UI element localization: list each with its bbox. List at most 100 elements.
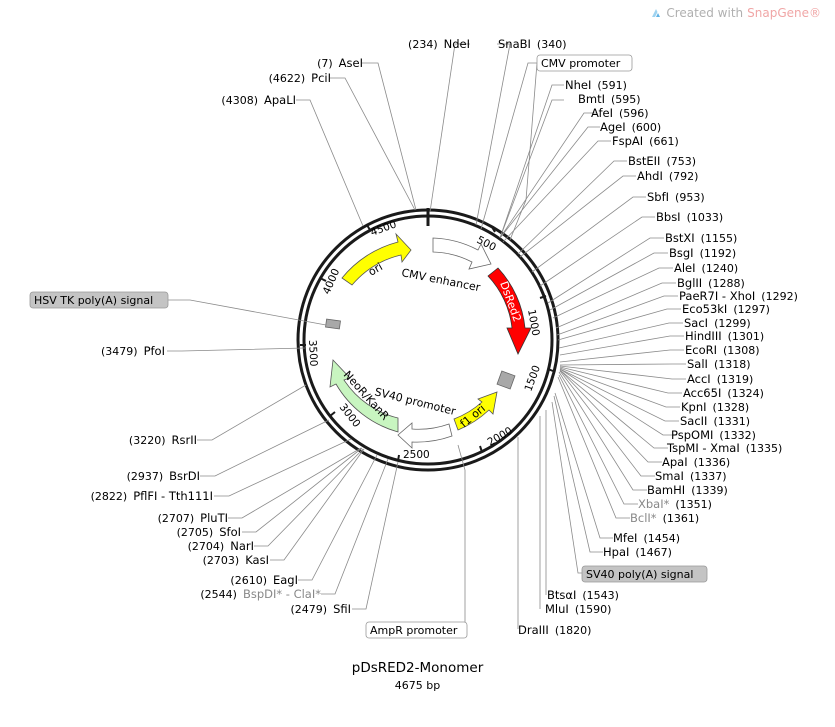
site-hindiii[interactable]: HindIII (1301) xyxy=(685,329,764,343)
leader-line xyxy=(558,322,683,349)
site-bglii[interactable]: BglII (1288) xyxy=(677,276,745,290)
site-ndei[interactable]: (234) NdeI xyxy=(408,37,470,51)
site-position: (1318) xyxy=(714,358,751,371)
site-name: Acc65I xyxy=(683,386,721,400)
site-bmti[interactable]: BmtI (595) xyxy=(578,92,641,106)
site-fspai[interactable]: FspAI (661) xyxy=(612,134,679,148)
feature-hsv-tk-polya-marker[interactable] xyxy=(325,318,341,330)
cmv-promoter-box[interactable] xyxy=(536,54,633,72)
site-apali[interactable]: (4308) ApaLI xyxy=(221,93,296,107)
site-afei[interactable]: AfeI (596) xyxy=(591,106,649,120)
leader-line xyxy=(559,365,686,380)
ampr-promoter-box[interactable] xyxy=(365,621,468,639)
site-acc65i[interactable]: Acc65I (1324) xyxy=(683,386,764,400)
feature-label-cmv-enhancer: CMV enhancer xyxy=(400,266,481,294)
site-paer7i-xhoi[interactable]: PaeR7I - XhoI (1292) xyxy=(679,289,798,303)
site-bamhi[interactable]: BamHI (1339) xyxy=(647,483,728,497)
sv40-polya-box[interactable] xyxy=(581,565,708,583)
site-draiii[interactable]: DraIII (1820) xyxy=(518,623,591,637)
site-pcii[interactable]: (4622) PciI xyxy=(269,71,331,85)
site-bcli[interactable]: BclI* (1361) xyxy=(630,511,699,525)
site-sbfi[interactable]: SbfI (953) xyxy=(647,190,705,204)
site-sfoi[interactable]: (2705) SfoI xyxy=(177,525,241,539)
site-mlui[interactable]: MluI (1590) xyxy=(545,602,611,616)
site-bsrdi[interactable]: (2937) BsrDI xyxy=(127,469,200,483)
site-agei[interactable]: AgeI (600) xyxy=(600,120,661,134)
site-sfii[interactable]: (2479) SfiI xyxy=(290,602,351,616)
site-position: (591) xyxy=(597,79,627,92)
site-pfoi[interactable]: (3479) PfoI xyxy=(101,344,165,358)
site-name: BamHI xyxy=(647,483,685,497)
site-position: (2822) xyxy=(91,490,128,503)
site-position: (7) xyxy=(317,57,333,70)
site-sacii[interactable]: SacII (1331) xyxy=(680,414,750,428)
site-name: MluI xyxy=(545,602,569,616)
site-xbai[interactable]: XbaI* (1351) xyxy=(638,497,712,511)
site-bbsi[interactable]: BbsI (1033) xyxy=(656,210,723,224)
site-apai[interactable]: ApaI (1336) xyxy=(662,455,730,469)
site-snabi[interactable]: SnaBI (340) xyxy=(498,37,567,51)
feature-cmv-enhancer[interactable] xyxy=(432,237,492,270)
site-acci[interactable]: AccI (1319) xyxy=(687,372,753,386)
site-position: (595) xyxy=(611,93,641,106)
site-name: RsrII xyxy=(172,433,198,447)
feature-sv40-promoter[interactable] xyxy=(397,422,453,449)
site-nhei[interactable]: NheI (591) xyxy=(565,78,627,92)
leader-line xyxy=(559,368,679,422)
leader-line xyxy=(559,370,655,477)
site-sali[interactable]: SalI (1318) xyxy=(687,357,751,371)
sites-right: SnaBI (340) NheI (591) BmtI (595) AfeI (596)… xyxy=(498,37,798,637)
site-mfei[interactable]: MfeI (1454) xyxy=(613,531,680,545)
site-name: TspMI - XmaI xyxy=(666,441,740,455)
site-position: (1301) xyxy=(728,330,765,343)
leader-line xyxy=(539,216,655,287)
leader-line xyxy=(296,99,364,227)
site-tspmi-xmai[interactable]: TspMI - XmaI (1335) xyxy=(666,441,782,455)
site-btsai[interactable]: BtsαI (1543) xyxy=(547,588,619,602)
site-name: SfoI xyxy=(219,525,241,539)
site-alei[interactable]: AleI (1240) xyxy=(674,261,738,275)
site-bspdi-clai[interactable]: (2544) BspDI* - ClaI* xyxy=(200,587,321,601)
leader-line xyxy=(559,363,686,366)
site-name: PspOMI xyxy=(671,428,713,442)
site-bsteii[interactable]: BstEII (753) xyxy=(628,154,696,168)
site-position: (1337) xyxy=(690,470,727,483)
leader-line xyxy=(558,374,638,505)
leader-line xyxy=(517,160,627,255)
feature-ori[interactable] xyxy=(341,232,412,286)
feature-sv40-polya-marker[interactable] xyxy=(496,370,516,390)
leader-line xyxy=(502,140,611,243)
site-pflfi-tth111i[interactable]: (2822) PflFI - Tth111I xyxy=(91,489,213,503)
site-bsgi[interactable]: BsgI (1192) xyxy=(669,246,736,260)
site-smai[interactable]: SmaI (1337) xyxy=(655,469,727,483)
site-eagi[interactable]: (2610) EagI xyxy=(230,573,298,587)
site-kasi[interactable]: (2703) KasI xyxy=(203,553,269,567)
site-saci[interactable]: SacI (1299) xyxy=(684,316,751,330)
site-asei[interactable]: (7) AseI xyxy=(317,56,363,70)
site-name: NdeI xyxy=(444,37,470,51)
site-eco53ki[interactable]: Eco53kI (1297) xyxy=(682,302,770,316)
hsv-tk-polya-box[interactable] xyxy=(29,291,169,309)
site-hpai[interactable]: HpaI (1467) xyxy=(603,545,672,559)
site-position: (3479) xyxy=(101,345,138,358)
site-kpni[interactable]: KpnI (1328) xyxy=(681,400,749,414)
feature-neor-kanr[interactable] xyxy=(329,359,399,433)
site-nari[interactable]: (2704) NarI xyxy=(188,539,254,553)
site-position: (2705) xyxy=(177,526,214,539)
leader-line xyxy=(352,461,399,610)
leader-line xyxy=(556,295,678,336)
site-pspomi[interactable]: PspOMI (1332) xyxy=(671,428,756,442)
leader-line xyxy=(531,196,646,273)
feature-dsred2[interactable] xyxy=(487,267,532,355)
site-name: HpaI xyxy=(603,545,629,559)
site-position: (1299) xyxy=(714,317,751,330)
site-pluti[interactable]: (2707) PluTI xyxy=(158,511,228,525)
site-rsrii[interactable]: (3220) RsrII xyxy=(129,433,197,447)
feature-f1-ori[interactable] xyxy=(453,391,498,431)
plasmid-length: 4675 bp xyxy=(394,679,441,692)
leader-line xyxy=(270,448,365,561)
site-ahdi[interactable]: AhdI (792) xyxy=(637,169,698,183)
site-bstxi[interactable]: BstXI (1155) xyxy=(665,231,737,245)
site-ecori[interactable]: EcoRI (1308) xyxy=(685,343,760,357)
